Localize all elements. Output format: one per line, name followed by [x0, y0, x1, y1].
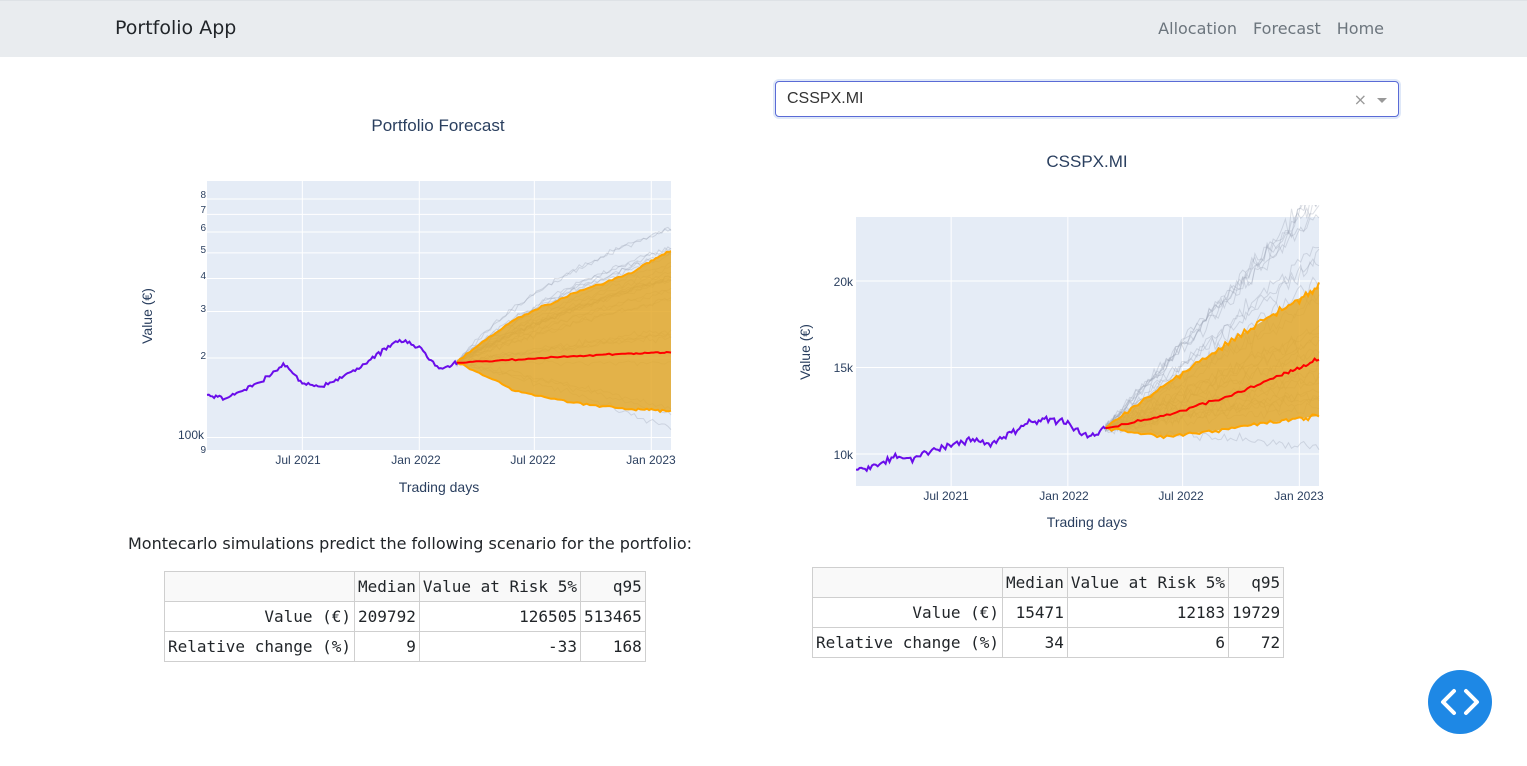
table-header-cell: Value at Risk 5%: [418, 571, 581, 602]
left-q95-line: [456, 250, 672, 364]
table-header-row: Median Value at Risk 5% q95: [811, 567, 1285, 598]
left-history-line: [206, 338, 458, 402]
left-median-line: [456, 350, 672, 364]
left-ylabel: Value (€): [139, 288, 155, 344]
brand-link[interactable]: Portfolio App: [115, 17, 237, 39]
left-xtick-2: Jul 2022: [510, 453, 556, 467]
right-history-line: [855, 414, 1107, 473]
simulation-path: [1104, 205, 1320, 428]
right-xtick-3: Jan 2023: [1274, 489, 1324, 503]
table-cell: Relative change (%): [811, 627, 1004, 658]
table-cell: 19729: [1227, 597, 1285, 628]
table-cell: 126505: [418, 601, 581, 632]
table-header-cell: Median: [354, 571, 420, 602]
table-cell: -33: [418, 631, 581, 662]
table-header-cell: Median: [1002, 567, 1068, 598]
table-row: Value (€) 209792 126505 513465: [163, 601, 646, 632]
simulation-path: [456, 228, 672, 365]
table-cell: 9: [354, 631, 420, 662]
table-header-cell: q95: [579, 571, 646, 602]
left-ytick-9: 9: [200, 445, 206, 456]
left-xtick-0: Jul 2021: [275, 453, 321, 467]
right-median-line: [1105, 357, 1320, 430]
left-ytick-2: 2: [200, 351, 206, 362]
left-ytick-100k: 100k: [178, 428, 205, 442]
ticker-dropdown[interactable]: CSSPX.MI ×: [775, 81, 1399, 117]
table-cell: 12183: [1066, 597, 1229, 628]
nav-links: Allocation Forecast Home: [1158, 19, 1384, 38]
table-header-cell: Value at Risk 5%: [1066, 567, 1229, 598]
simulation-path: [1104, 205, 1317, 432]
simulation-path: [1104, 213, 1320, 429]
simulation-path: [1104, 248, 1320, 432]
simulation-path: [1105, 205, 1317, 426]
table-cell: Relative change (%): [163, 631, 356, 662]
simulation-path: [1104, 258, 1320, 429]
nav-allocation[interactable]: Allocation: [1158, 19, 1238, 38]
left-chart[interactable]: 8 7 6 5 4 3 2 100k 9 Jul 2021 Jan 2022 J…: [130, 170, 690, 510]
table-row: Relative change (%) 34 6 72: [811, 627, 1285, 658]
table-header-cell: q95: [1227, 567, 1285, 598]
simulation-path: [456, 246, 672, 362]
nav-home[interactable]: Home: [1336, 19, 1384, 38]
scenario-text: Montecarlo simulations predict the follo…: [128, 534, 693, 553]
code-icon: [1441, 689, 1479, 715]
right-q5-line: [1105, 413, 1320, 440]
table-cell: 15471: [1002, 597, 1068, 628]
table-header-cell: [811, 567, 1004, 598]
table-cell: Value (€): [163, 601, 356, 632]
simulation-path: [456, 247, 672, 363]
table-row: Relative change (%) 9 -33 168: [163, 631, 646, 662]
nav-forecast[interactable]: Forecast: [1253, 19, 1321, 38]
table-header-row: Median Value at Risk 5% q95: [163, 571, 646, 602]
simulation-path: [1105, 205, 1307, 428]
right-ytick-10k: 10k: [834, 448, 854, 462]
left-xlabel: Trading days: [399, 479, 479, 495]
left-ytick-6: 6: [200, 223, 206, 234]
left-ytick-7: 7: [200, 205, 206, 216]
table-cell: 209792: [354, 601, 420, 632]
simulation-path: [1105, 205, 1308, 428]
table-cell: 72: [1227, 627, 1285, 658]
left-q5-line: [456, 361, 672, 414]
right-q95-line: [1104, 282, 1320, 429]
left-ytick-8: 8: [200, 190, 206, 201]
dropdown-value: CSSPX.MI: [787, 90, 864, 107]
right-xtick-2: Jul 2022: [1158, 489, 1204, 503]
right-xlabel: Trading days: [1047, 514, 1127, 530]
left-xtick-3: Jan 2023: [626, 453, 676, 467]
left-chart-title: Portfolio Forecast: [371, 116, 505, 135]
table-cell: Value (€): [811, 597, 1004, 628]
clear-icon[interactable]: ×: [1353, 90, 1367, 109]
left-confidence-band: [456, 250, 671, 411]
simulation-path: [1104, 246, 1320, 429]
right-ytick-15k: 15k: [834, 361, 854, 375]
right-results-table: Median Value at Risk 5% q95 Value (€) 15…: [811, 567, 1285, 658]
right-chart-title: CSSPX.MI: [1046, 152, 1128, 171]
left-ytick-4: 4: [200, 271, 206, 282]
chevron-down-icon[interactable]: [1377, 98, 1387, 103]
left-ytick-5: 5: [200, 245, 206, 256]
table-cell: 6: [1066, 627, 1229, 658]
right-grid: [856, 217, 1319, 486]
simulation-path: [456, 226, 672, 362]
table-row: Value (€) 15471 12183 19729: [811, 597, 1285, 628]
code-toggle-button[interactable]: [1428, 670, 1492, 734]
navbar: Portfolio App Allocation Forecast Home: [0, 0, 1527, 57]
table-cell: 168: [579, 631, 646, 662]
right-confidence-band: [1105, 286, 1319, 437]
left-xtick-1: Jan 2022: [391, 453, 441, 467]
table-cell: 513465: [579, 601, 646, 632]
right-xtick-1: Jan 2022: [1039, 489, 1089, 503]
left-ytick-3: 3: [200, 304, 206, 315]
table-cell: 34: [1002, 627, 1068, 658]
right-chart[interactable]: 20k 15k 10k Jul 2021 Jan 2022 Jul 2022 J…: [780, 205, 1340, 545]
right-xtick-0: Jul 2021: [923, 489, 969, 503]
table-header-cell: [163, 571, 356, 602]
right-ylabel: Value (€): [797, 324, 813, 380]
left-results-table: Median Value at Risk 5% q95 Value (€) 20…: [163, 571, 646, 662]
right-ytick-20k: 20k: [834, 275, 854, 289]
